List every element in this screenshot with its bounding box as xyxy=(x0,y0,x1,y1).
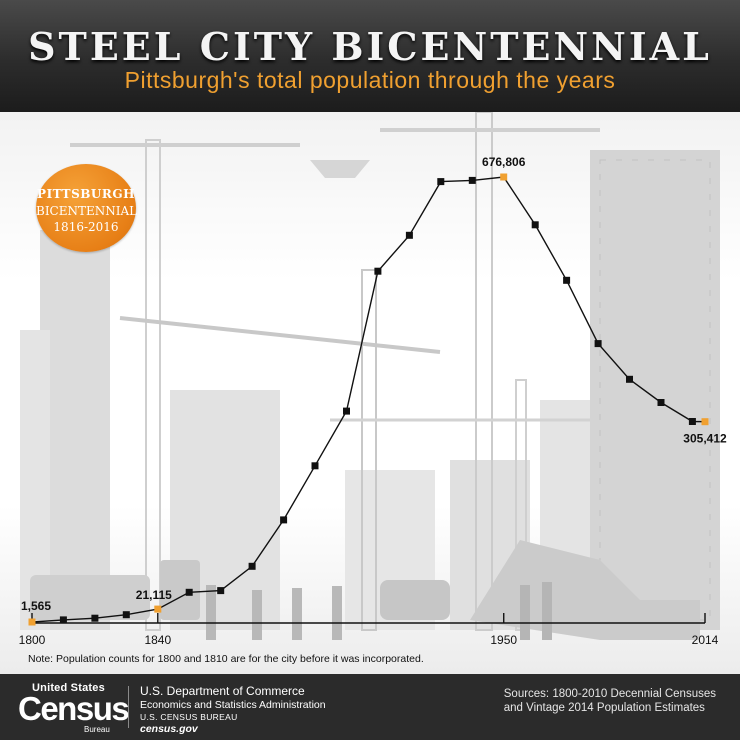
worker-silhouette xyxy=(520,585,530,640)
logo-line-sub: Bureau xyxy=(84,725,110,734)
footnote: Note: Population counts for 1800 and 181… xyxy=(28,653,424,665)
x-tick-label: 1840 xyxy=(144,633,171,647)
badge-line-city: PITTSBURGH xyxy=(37,187,135,201)
agency-bureau: U.S. CENSUS BUREAU xyxy=(140,712,238,722)
data-point-1920 xyxy=(405,231,413,239)
page-subtitle: Pittsburgh's total population through th… xyxy=(124,67,616,93)
data-point-1990 xyxy=(626,375,633,383)
badge-line-years: 1816-2016 xyxy=(53,220,119,234)
data-point-1930 xyxy=(437,178,445,186)
website-link[interactable]: census.gov xyxy=(140,723,198,735)
data-point-1900 xyxy=(343,407,350,415)
building-silhouette xyxy=(590,150,720,630)
data-point-1820 xyxy=(91,614,99,622)
data-point-1830 xyxy=(122,611,130,619)
sources-line-2: and Vintage 2014 Population Estimates xyxy=(503,702,705,714)
data-point-1890 xyxy=(311,462,319,470)
data-point-1840 xyxy=(154,605,162,613)
loader-silhouette xyxy=(380,580,450,620)
worker-silhouette xyxy=(292,588,302,640)
data-point-2010 xyxy=(688,418,696,425)
data-point-1960 xyxy=(531,221,539,229)
data-points xyxy=(28,173,709,626)
logo-line-top: United States xyxy=(32,682,105,694)
page-title: STEEL CITY BICENTENNIAL xyxy=(28,24,712,69)
chart-area: 1800 1840 1950 2014 1,565 21,115 676,806 305,4… xyxy=(0,112,740,674)
data-label-1840: 21,115 xyxy=(136,588,172,602)
logo-line-main: Census xyxy=(18,690,130,727)
truck-silhouette xyxy=(160,560,200,620)
agency-block: U.S. Department of Commerce Economics an… xyxy=(140,684,326,735)
x-tick-label: 1950 xyxy=(490,633,517,647)
x-tick-label: 2014 xyxy=(692,633,719,647)
agency-administration: Economics and Statistics Administration xyxy=(140,699,326,711)
footer-bar: United States Census Bureau U.S. Departm… xyxy=(0,674,740,740)
data-point-1800 xyxy=(28,618,36,626)
worker-silhouette xyxy=(206,585,216,640)
building-silhouette xyxy=(40,230,110,630)
truck-silhouette xyxy=(30,575,150,620)
data-point-1860 xyxy=(217,587,225,595)
data-point-1910 xyxy=(374,267,382,275)
sources-line-1: Sources: 1800-2010 Decennial Censuses xyxy=(503,688,716,700)
population-line-chart: 1800 1840 1950 2014 1,565 21,115 676,806 305,4… xyxy=(19,112,727,647)
data-point-1880 xyxy=(280,516,288,524)
worker-silhouette xyxy=(252,590,262,640)
data-point-2014 xyxy=(701,418,709,426)
footer-divider xyxy=(128,686,129,728)
bicentennial-badge: PITTSBURGH BICENTENNIAL 1816-2016 xyxy=(36,164,138,252)
data-point-1970 xyxy=(563,276,571,284)
sources-text: Sources: 1800-2010 Decennial Censuses an… xyxy=(504,688,716,714)
crane-jib xyxy=(119,316,441,354)
census-bureau-logo: United States Census Bureau xyxy=(18,680,130,736)
data-point-1950 xyxy=(500,173,508,181)
agency-department: U.S. Department of Commerce xyxy=(140,684,305,698)
worker-silhouette xyxy=(332,586,342,640)
data-labels: 1,565 21,115 676,806 305,412 xyxy=(21,155,727,613)
header-banner: STEEL CITY BICENTENNIAL Pittsburgh's tot… xyxy=(0,0,740,112)
data-label-1800: 1,565 xyxy=(21,599,51,613)
crane-bucket xyxy=(310,160,370,178)
data-label-1950: 676,806 xyxy=(482,155,526,169)
worker-silhouette xyxy=(542,582,552,640)
badge-line-event: BICENTENNIAL xyxy=(36,204,138,218)
data-point-1810 xyxy=(59,616,67,624)
data-point-1850 xyxy=(185,588,193,596)
data-point-1980 xyxy=(594,340,602,348)
x-axis: 1800 1840 1950 2014 xyxy=(19,613,719,647)
data-point-1940 xyxy=(468,176,476,184)
crane-tower xyxy=(361,269,377,631)
crane-tower xyxy=(145,139,161,631)
data-label-2014: 305,412 xyxy=(683,432,727,446)
data-point-1870 xyxy=(248,562,256,570)
x-tick-label: 1800 xyxy=(19,633,46,647)
crane-tower xyxy=(475,112,493,631)
data-point-2000 xyxy=(657,399,665,406)
